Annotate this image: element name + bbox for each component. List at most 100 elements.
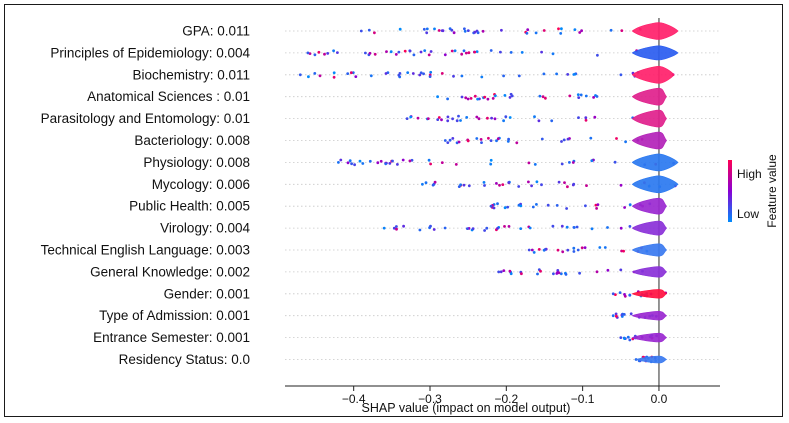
shap-point [557,27,560,31]
shap-point [481,29,485,33]
shap-point [619,336,623,339]
shap-point [619,268,623,272]
shap-point [455,119,459,123]
violins [631,22,679,364]
shap-point [491,97,495,100]
colorbar-title: Feature value [765,154,779,228]
shap-point [346,72,350,75]
shap-point [359,29,363,33]
shap-point [583,246,587,250]
shap-point [509,51,513,54]
shap-point [500,28,503,32]
shap-point [541,95,545,99]
shap-point [459,183,462,187]
shap-point [392,226,396,230]
shap-point [482,181,486,184]
violin-shape [631,243,668,257]
shap-point [572,182,576,186]
shap-point [502,269,506,272]
shap-point [476,97,479,101]
shap-point [590,159,594,163]
shap-point [590,227,594,231]
x-tick-label: −0.1 [571,392,595,406]
shap-point [572,73,576,76]
shap-point [507,137,510,141]
shap-point [560,27,563,31]
shap-point [466,139,470,143]
shap-point [368,51,372,55]
shap-point [424,181,428,185]
shap-point [460,74,464,78]
shap-point [350,162,353,166]
shap-point [628,293,632,297]
shap-point [619,226,623,230]
shap-point [489,204,493,208]
shap-point [623,293,626,296]
shap-point [606,268,610,272]
feature-label: Residency Status: 0.0 [119,352,250,367]
shap-point [440,72,444,75]
shap-point [446,97,449,101]
shap-point [628,338,632,342]
shap-point [358,159,362,163]
shap-point [425,27,429,31]
shap-point [373,52,377,56]
x-axis-title: SHAP value (impact on model output) [362,401,571,415]
shap-point [572,226,576,229]
shap-point [326,52,330,55]
shap-point [578,271,581,275]
violin-shape [631,153,679,172]
shap-point [477,117,481,121]
shap-point [418,228,422,232]
shap-point [572,250,576,253]
shap-point [613,160,617,164]
shap-point [559,32,563,35]
shap-point [542,72,546,76]
shap-point [437,29,441,32]
shap-point [540,50,543,54]
feature-label: Entrance Semester: 0.001 [93,330,250,345]
shap-point [469,97,473,100]
shap-point [463,27,466,31]
shap-point [489,49,493,52]
shap-point [506,140,510,143]
shap-point [473,94,477,98]
shap-point [452,74,455,78]
shap-point [429,224,432,228]
shap-point [585,184,588,188]
shap-point [584,94,588,98]
shap-point [298,73,302,77]
shap-point [441,29,445,33]
shap-point [460,95,464,99]
shap-point [622,249,625,253]
shap-point [580,246,584,250]
shap-point [425,31,429,35]
shap-point [555,72,558,76]
shap-point [396,163,399,166]
shap-point [510,94,514,98]
shap-point [525,31,529,35]
shap-point [592,96,595,99]
shap-point [353,163,356,167]
grid-lines [285,30,720,360]
shap-point [408,159,412,163]
shap-point [502,74,505,78]
shap-point [453,49,457,53]
colorbar-gradient [728,160,732,222]
figure-frame [4,4,783,417]
shap-point [519,204,523,208]
shap-point [537,248,541,251]
shap-point [566,73,570,76]
shap-point [432,228,436,231]
shap-point [443,53,447,57]
shap-point [440,161,444,165]
shap-point [503,94,507,97]
x-tick-label: 0.0 [651,392,668,406]
feature-label: Technical English Language: 0.003 [41,243,250,258]
shap-point [497,270,501,274]
shap-point [318,74,322,78]
shap-point [480,141,483,145]
shap-point [614,314,618,318]
shap-point [515,141,519,145]
shap-point [502,119,505,123]
